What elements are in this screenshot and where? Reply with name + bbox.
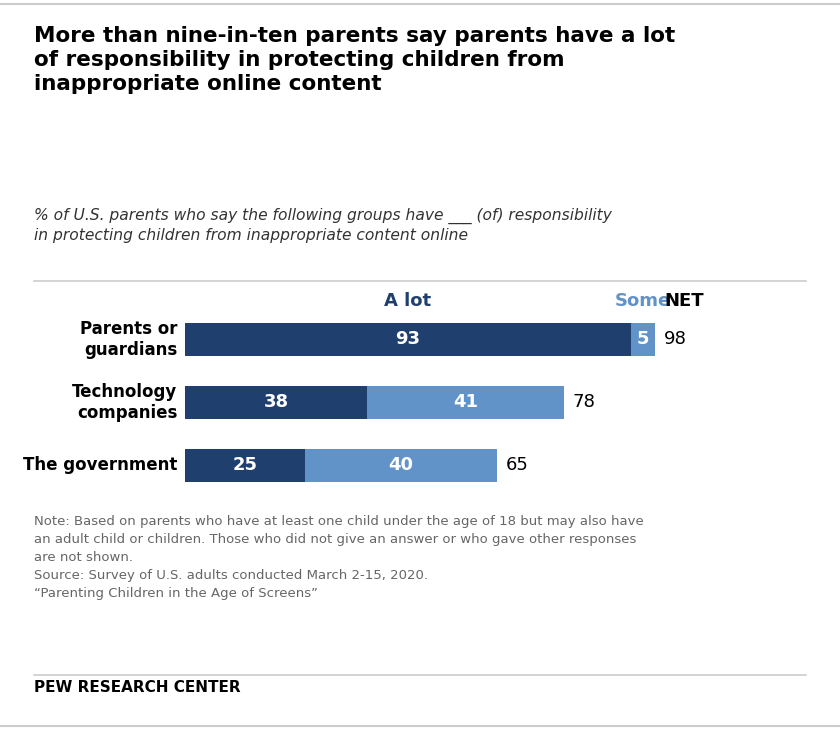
Text: 5: 5 [637, 330, 649, 348]
Bar [631, 323, 655, 356]
Bar [185, 323, 631, 356]
Text: 78: 78 [573, 393, 596, 411]
Text: PEW RESEARCH CENTER: PEW RESEARCH CENTER [34, 680, 240, 696]
Text: The government: The government [24, 456, 177, 474]
Text: Technology
companies: Technology companies [72, 383, 177, 422]
Text: Some: Some [615, 292, 671, 310]
Text: 40: 40 [388, 456, 413, 474]
Text: % of U.S. parents who say the following groups have ___ (of) responsibility
in p: % of U.S. parents who say the following … [34, 208, 612, 243]
Text: Note: Based on parents who have at least one child under the age of 18 but may a: Note: Based on parents who have at least… [34, 515, 643, 599]
Bar [185, 386, 367, 419]
Text: A lot: A lot [385, 292, 432, 310]
Text: More than nine-in-ten parents say parents have a lot
of responsibility in protec: More than nine-in-ten parents say parent… [34, 26, 675, 93]
Text: 41: 41 [453, 393, 478, 411]
Bar [305, 449, 496, 482]
Bar [367, 386, 564, 419]
Text: Parents or
guardians: Parents or guardians [80, 320, 177, 358]
Text: 98: 98 [664, 330, 687, 348]
Text: 65: 65 [506, 456, 528, 474]
Text: 38: 38 [264, 393, 289, 411]
Text: NET: NET [664, 292, 705, 310]
Text: 25: 25 [233, 456, 257, 474]
Text: 93: 93 [396, 330, 421, 348]
Bar [185, 449, 305, 482]
